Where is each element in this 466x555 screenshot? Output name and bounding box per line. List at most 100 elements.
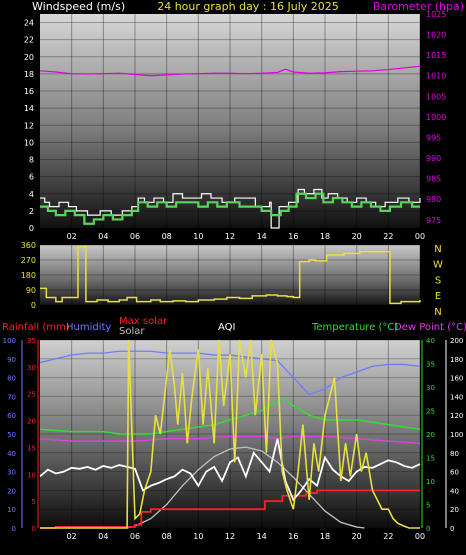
humidity-tick-label: 10 [7, 506, 16, 514]
barometer-axis-title: Barometer (hpa) [373, 0, 464, 13]
chart-title: 24 hour graph day : 16 July 2025 [157, 0, 339, 13]
windspeed-tick-label: 18 [24, 70, 34, 79]
rainfall-axis-title: Rainfall (mm) [2, 322, 70, 333]
x-tick-label: 14 [257, 232, 267, 241]
x-tick-label: 12 [225, 532, 235, 541]
x-tick-label: 08 [162, 232, 172, 241]
temperature-tick-label: 15 [426, 455, 435, 463]
rainfall-tick-label: 15 [27, 444, 36, 452]
temperature-axis-title: Temperature (°C) [311, 322, 398, 333]
compass-label: S [435, 275, 441, 286]
windspeed-tick-label: 24 [24, 19, 34, 28]
x-tick-label: 20 [352, 532, 362, 541]
barometer-tick-label: 975 [426, 216, 441, 225]
barometer-tick-label: 1000 [426, 113, 446, 122]
x-tick-label: 06 [130, 532, 140, 541]
humidity-tick-label: 0 [12, 525, 16, 533]
aqi-axis-title: AQI [218, 322, 236, 333]
direction-panel-grid [40, 244, 421, 306]
rainfall-tick-label: 35 [27, 337, 36, 345]
x-tick-label: 10 [193, 532, 203, 541]
rainfall-tick-label: 20 [27, 418, 36, 426]
wind-panel-background [40, 14, 420, 228]
rainfall-tick-label: 25 [27, 391, 36, 399]
humidity-axis-title: Humidity [66, 322, 111, 333]
wind-barometer-panel: 02 04 06 08 10 12 14 16 18 20 22 000246810121416182… [24, 10, 447, 241]
solar-tick-label: 120 [450, 412, 463, 420]
windspeed-tick-label: 2 [29, 207, 34, 216]
solar-tick-label: 20 [450, 506, 459, 514]
x-tick-label: 08 [162, 532, 172, 541]
solar-panel-series [39, 339, 421, 529]
solar-panel-axes: 02 04 06 08 10 12 14 16 18 20 22 000102030405060708… [3, 337, 464, 541]
humidity-tick-label: 60 [7, 412, 16, 420]
humidity-tick-label: 80 [7, 375, 16, 383]
humidity-tick-label: 40 [7, 450, 16, 458]
rainfall-tick-label: 10 [27, 471, 36, 479]
windspeed-tick-label: 22 [24, 36, 34, 45]
direction-tick-label: 270 [21, 256, 36, 265]
x-tick-label: 00 [415, 532, 425, 541]
x-tick-label: 04 [98, 532, 108, 541]
direction-tick-label: 360 [21, 241, 36, 250]
wind-panel-axes: 02 04 06 08 10 12 14 16 18 20 22 000246810121416182… [24, 10, 447, 241]
x-tick-label: 14 [257, 532, 267, 541]
compass-label: N [434, 307, 441, 318]
x-tick-label: 18 [320, 532, 330, 541]
temperature-tick-label: 5 [426, 502, 430, 510]
temperature-tick-label: 40 [426, 337, 435, 345]
barometer-tick-label: 985 [426, 175, 441, 184]
windspeed-tick-label: 20 [24, 53, 34, 62]
windspeed-tick-label: 6 [29, 173, 34, 182]
solar-tick-label: 40 [450, 487, 459, 495]
direction-panel-background [40, 245, 420, 305]
direction-tick-label: 90 [26, 286, 36, 295]
dew-point-axis-title: Dew Point (°C) [394, 322, 466, 333]
rainfall-tick-label: 5 [32, 498, 36, 506]
solar-tick-label: 80 [450, 450, 459, 458]
barometer-tick-label: 990 [426, 154, 441, 163]
windspeed-tick-label: 0 [29, 224, 34, 233]
rainfall-tick-label: 30 [27, 364, 36, 372]
wind-panel-grid [40, 14, 421, 229]
barometer-tick-label: 1020 [426, 31, 446, 40]
solar-tick-label: 180 [450, 356, 463, 364]
wind-panel-series [39, 65, 421, 229]
humidity-tick-label: 100 [3, 337, 16, 345]
max-solar-axis-title: Max solar [119, 316, 168, 327]
wind-speed-line [40, 192, 420, 225]
compass-label: E [435, 291, 441, 302]
solar-line [40, 339, 420, 529]
direction-tick-label: 180 [21, 271, 36, 280]
x-tick-label: 10 [193, 232, 203, 241]
wind-gust-line [40, 188, 421, 229]
windspeed-tick-label: 14 [24, 104, 34, 113]
windspeed-tick-label: 8 [29, 156, 34, 165]
rainfall-line [40, 489, 420, 529]
x-tick-label: 00 [415, 232, 425, 241]
x-tick-label: 22 [383, 232, 393, 241]
direction-tick-label: 0 [31, 301, 36, 310]
x-tick-label: 16 [288, 232, 298, 241]
compass-label: W [433, 260, 443, 271]
solar-temperature-panel: 02 04 06 08 10 12 14 16 18 20 22 000102030405060708… [3, 337, 464, 541]
solar-tick-label: 0 [450, 525, 454, 533]
solar-tick-label: 100 [450, 431, 463, 439]
x-tick-label: 06 [130, 232, 140, 241]
windspeed-axis-title: Windspeed (m/s) [32, 0, 125, 13]
barometer-tick-label: 995 [426, 133, 441, 142]
temperature-tick-label: 0 [426, 525, 430, 533]
barometer-tick-label: 1015 [426, 51, 446, 60]
x-tick-label: 16 [288, 532, 298, 541]
solar-tick-label: 140 [450, 393, 463, 401]
temperature-tick-label: 20 [426, 431, 435, 439]
windspeed-tick-label: 16 [24, 87, 34, 96]
barometer-tick-label: 1005 [426, 92, 446, 101]
x-tick-label: 04 [98, 232, 108, 241]
windspeed-tick-label: 10 [24, 138, 34, 147]
rainfall-tick-label: 0 [32, 525, 36, 533]
dew-point-line [39, 435, 421, 445]
temperature-tick-label: 30 [426, 384, 435, 392]
temperature-tick-label: 35 [426, 361, 435, 369]
